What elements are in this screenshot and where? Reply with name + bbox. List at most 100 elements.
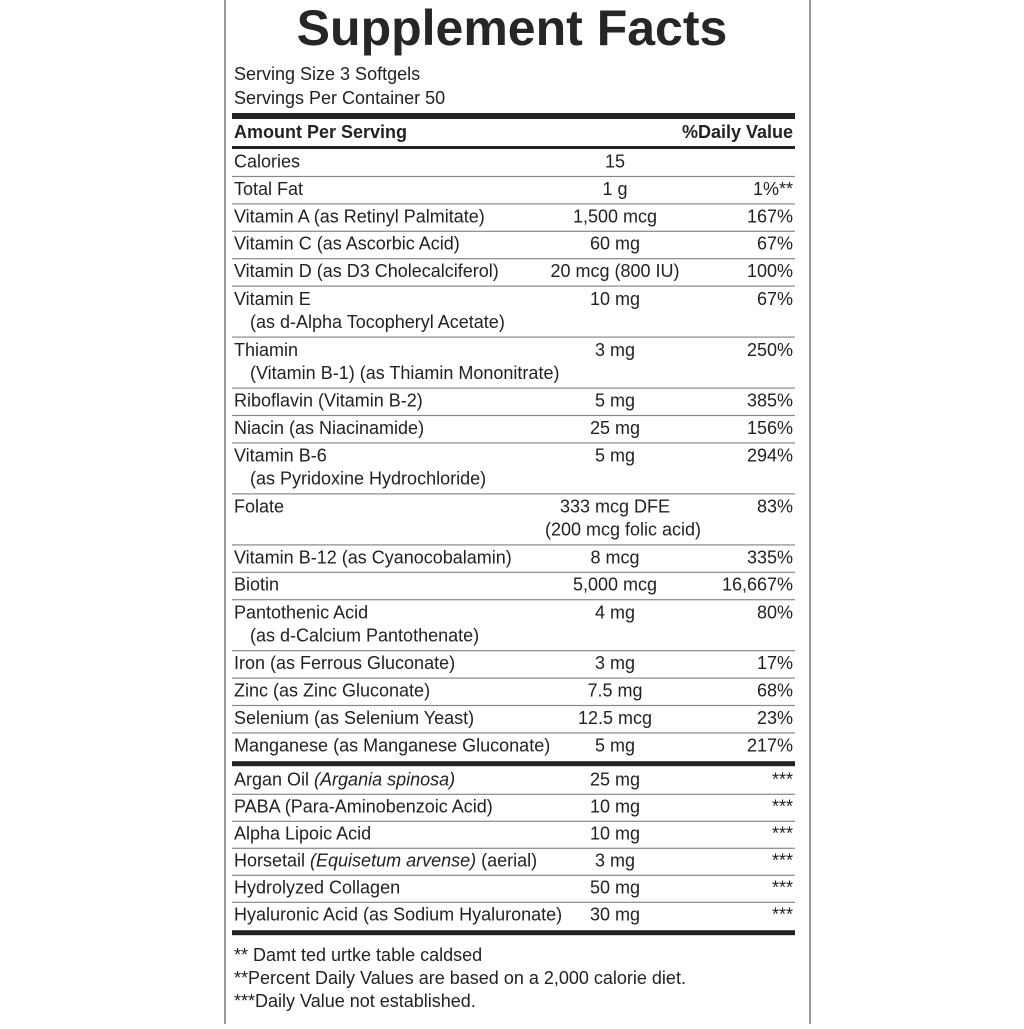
rule	[232, 820, 795, 822]
nutrient-name: Vitamin D (as D3 Cholecalciferol)	[234, 261, 499, 281]
rule	[232, 571, 795, 573]
nutrient-name: Total Fat	[234, 179, 303, 199]
nutrient-subname: (as d-Alpha Tocopheryl Acetate)	[250, 312, 505, 332]
daily-value: ***	[772, 877, 793, 897]
rule	[232, 442, 795, 444]
rule	[232, 387, 795, 389]
daily-value: 250%	[747, 340, 793, 360]
daily-value: ***	[772, 904, 793, 924]
nutrient-name: Vitamin B-6	[234, 446, 327, 466]
latin-name: (Equisetum arvense)	[310, 850, 476, 870]
nutrient-name: Calories	[234, 151, 300, 171]
amount: 8 mcg	[590, 547, 639, 567]
name-suffix: (aerial)	[476, 850, 537, 870]
amount: 50 mg	[590, 877, 640, 897]
label-border	[224, 0, 811, 1029]
amount: 10 mg	[590, 823, 640, 843]
name: Argan Oil	[234, 769, 314, 789]
nutrient-name: Manganese (as Manganese Gluconate)	[234, 735, 550, 755]
thick-rule	[232, 113, 795, 119]
daily-value: 83%	[757, 497, 793, 517]
rule	[232, 493, 795, 495]
nutrient-name: PABA (Para-Aminobenzoic Acid)	[234, 796, 493, 816]
rule	[232, 704, 795, 707]
latin-name: (Argania spinosa)	[314, 769, 455, 789]
daily-value: 80%	[757, 602, 793, 622]
nutrient-subname: (as d-Calcium Pantothenate)	[250, 625, 479, 645]
amount: 15	[605, 151, 625, 171]
daily-value: 68%	[757, 680, 793, 700]
daily-value: 385%	[747, 390, 793, 410]
amount: 3 mg	[595, 850, 635, 870]
nutrient-name: Riboflavin (Vitamin B-2)	[234, 390, 423, 410]
amount: 4 mg	[595, 602, 635, 622]
rule	[232, 258, 795, 260]
daily-value: 16,667%	[722, 575, 793, 595]
nutrient-subname: (as Pyridoxine Hydrochloride)	[250, 469, 486, 489]
daily-value: 217%	[747, 735, 793, 755]
nutrient-name: Pantothenic Acid	[234, 602, 368, 622]
footnote: ** Damt ted urtke table caldsed	[234, 945, 482, 965]
daily-value: ***	[772, 850, 793, 870]
nutrient-name: Folate	[234, 497, 284, 517]
daily-value: 294%	[747, 446, 793, 466]
daily-value: 23%	[757, 708, 793, 728]
amount: 5 mg	[595, 390, 635, 410]
daily-value: 17%	[757, 653, 793, 673]
daily-value: 335%	[747, 547, 793, 567]
nutrient-name: Niacin (as Niacinamide)	[234, 418, 424, 438]
thick-rule	[232, 761, 795, 767]
rule	[232, 874, 795, 876]
amount: 12.5 mcg	[578, 708, 652, 728]
daily-value: ***	[772, 796, 793, 816]
rule	[232, 414, 795, 417]
rule	[232, 544, 795, 546]
rule	[232, 650, 795, 652]
nutrient-name: Vitamin E	[234, 289, 311, 309]
amount: 3 mg	[595, 340, 635, 360]
serving-size: Serving Size 3 Softgels	[234, 64, 420, 84]
daily-value: 1%**	[753, 179, 793, 199]
daily-value: 167%	[747, 206, 793, 226]
amount: 60 mg	[590, 234, 640, 254]
daily-value: 67%	[757, 289, 793, 309]
rule	[232, 847, 795, 849]
rule	[232, 203, 795, 205]
amount: 5 mg	[595, 735, 635, 755]
amount: 10 mg	[590, 796, 640, 816]
nutrient-name: Iron (as Ferrous Gluconate)	[234, 653, 455, 673]
amount: 333 mcg DFE	[560, 497, 670, 517]
rule	[232, 732, 795, 734]
nutrient-subname: (Vitamin B-1) (as Thiamin Mononitrate)	[250, 363, 559, 383]
header-dv: %Daily Value	[682, 122, 793, 142]
nutrient-name: Zinc (as Zinc Gluconate)	[234, 680, 430, 700]
header-amount: Amount Per Serving	[234, 122, 407, 142]
footnote: ***Daily Value not established.	[234, 991, 476, 1011]
amount: 1,500 mcg	[573, 206, 657, 226]
nutrient-name: Hydrolyzed Collagen	[234, 877, 400, 897]
rule	[232, 793, 795, 795]
daily-value: 156%	[747, 418, 793, 438]
name: Horsetail	[234, 850, 310, 870]
amount: 20 mcg (800 IU)	[550, 261, 679, 281]
rule	[232, 285, 795, 287]
daily-value: 67%	[757, 234, 793, 254]
amount: 3 mg	[595, 653, 635, 673]
amount: 5,000 mcg	[573, 575, 657, 595]
rule	[232, 677, 795, 679]
nutrient-name: Selenium (as Selenium Yeast)	[234, 708, 474, 728]
daily-value: 100%	[747, 261, 793, 281]
nutrient-name: Biotin	[234, 575, 279, 595]
rule	[232, 599, 795, 601]
amount: 25 mg	[590, 418, 640, 438]
rule	[232, 146, 795, 149]
amount: 5 mg	[595, 446, 635, 466]
amount: 25 mg	[590, 769, 640, 789]
amount: 10 mg	[590, 289, 640, 309]
nutrient-name: Vitamin B-12 (as Cyanocobalamin)	[234, 547, 512, 567]
amount: 30 mg	[590, 904, 640, 924]
nutrient-name: Thiamin	[234, 340, 298, 360]
nutrient-name: Vitamin C (as Ascorbic Acid)	[234, 234, 460, 254]
